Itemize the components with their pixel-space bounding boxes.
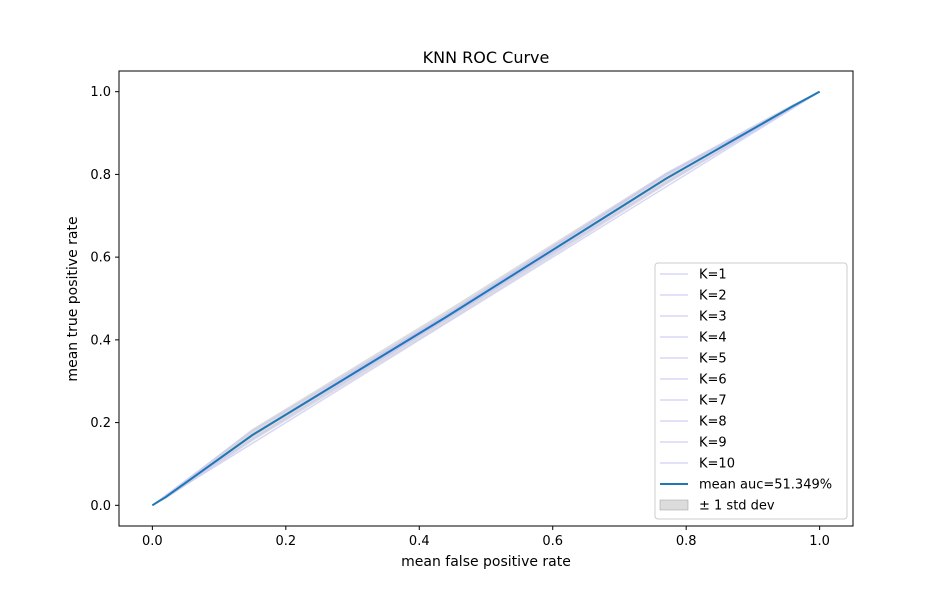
legend-label: mean auc=51.349% — [699, 478, 832, 493]
x-tick-label: 0.2 — [275, 534, 296, 549]
axes-frame — [118, 70, 854, 527]
mean-roc-line — [151, 90, 821, 507]
chart-title: KNN ROC Curve — [423, 48, 550, 67]
x-axis-label: mean false positive rate — [401, 554, 571, 570]
y-tick-label: 0.0 — [90, 499, 111, 514]
roc-line-k-1 — [151, 91, 821, 506]
legend-swatch — [659, 499, 689, 511]
x-tick-label: 1.0 — [809, 534, 830, 549]
legend-label: ± 1 std dev — [699, 499, 775, 514]
legend-label: K=9 — [699, 436, 727, 451]
x-tick-label: 0.0 — [142, 534, 163, 549]
legend-label: K=10 — [699, 457, 735, 472]
y-tick-label: 1.0 — [90, 85, 111, 100]
legend-box — [654, 262, 848, 520]
legend-label: K=1 — [699, 268, 727, 283]
legend: K=1 K=2 K=3 K=4 K=5 K=6 K=7 K=8 K=9 K=10 mean auc=… — [654, 262, 848, 520]
y-tick-label: 0.6 — [90, 251, 111, 266]
y-tick-label: 0.4 — [90, 333, 111, 348]
legend-label: K=3 — [699, 310, 727, 325]
legend-label: K=7 — [699, 394, 727, 409]
plot-area — [151, 90, 821, 507]
legend-label: K=2 — [699, 289, 727, 304]
x-tick-label: 0.8 — [676, 534, 697, 549]
legend-label: K=6 — [699, 373, 727, 388]
legend-label: K=5 — [699, 352, 727, 367]
y-axis-label: mean true positive rate — [65, 216, 81, 381]
y-tick-label: 0.8 — [90, 168, 111, 183]
x-tick-label: 0.4 — [409, 534, 430, 549]
y-tick-label: 0.2 — [90, 416, 111, 431]
axes: 0.0 0.2 0.4 0.6 0.8 1.0 0.0 0.2 0.4 0.6 0.8 1.0 — [90, 70, 854, 549]
x-tick-label: 0.6 — [542, 534, 563, 549]
legend-label: K=4 — [699, 331, 727, 346]
legend-label: K=8 — [699, 415, 727, 430]
